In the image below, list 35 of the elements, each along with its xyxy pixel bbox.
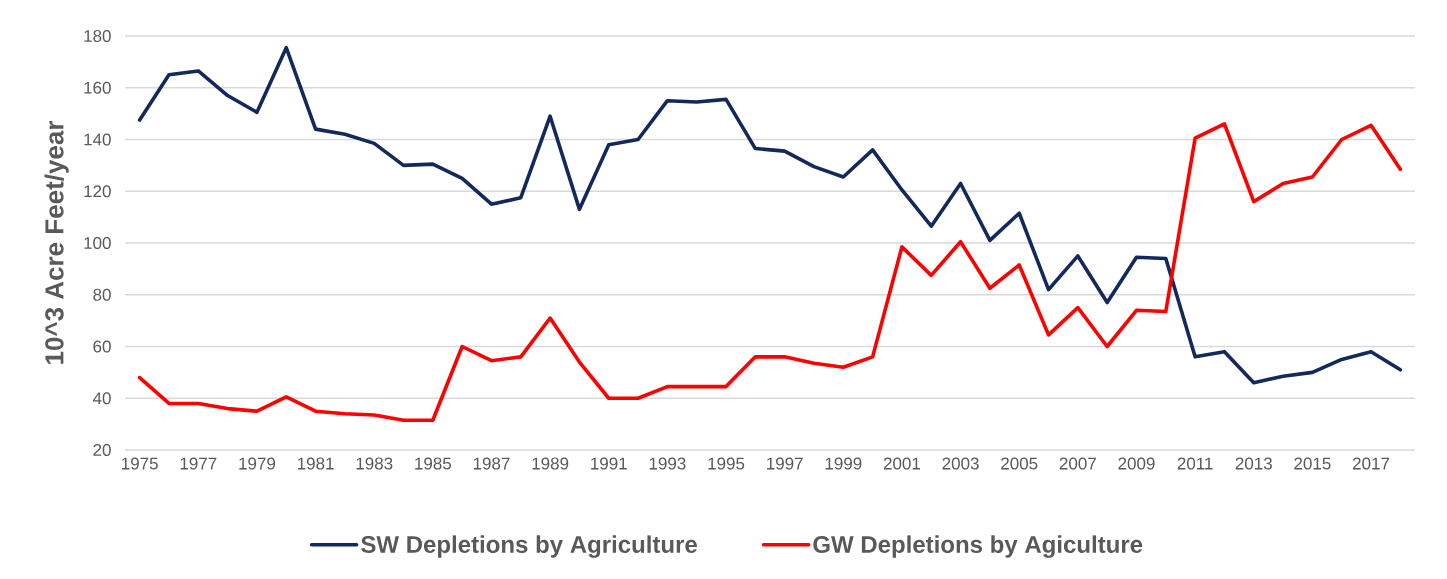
legend-label: SW Depletions by Agriculture	[361, 535, 697, 558]
y-tick-label: 60	[93, 340, 111, 353]
y-tick-label: 140	[84, 133, 111, 146]
y-tick-label: 80	[93, 288, 111, 301]
x-tick-label: 1999	[825, 457, 862, 470]
x-tick-label: 2007	[1059, 457, 1096, 470]
x-tick-label: 1979	[239, 457, 276, 470]
x-tick-label: 1993	[649, 457, 686, 470]
x-tick-label: 1983	[356, 457, 393, 470]
x-tick-label: 1985	[415, 457, 452, 470]
x-tick-label: 2017	[1352, 457, 1390, 470]
y-tick-label: 160	[84, 81, 111, 94]
x-tick-label: 1977	[180, 457, 217, 470]
x-tick-label: 2011	[1177, 457, 1213, 470]
x-tick-label: 1975	[122, 457, 158, 470]
legend-label: GW Depletions by Agiculture	[813, 535, 1143, 558]
line-series	[137, 45, 1403, 385]
y-tick-label: 100	[84, 236, 111, 250]
y-tick-label: 180	[84, 29, 111, 43]
y-tick-label: 40	[92, 392, 111, 405]
x-tick-label: 1989	[532, 457, 569, 470]
x-tick-label: 2001	[883, 457, 921, 470]
x-tick-label: 2015	[1294, 457, 1331, 470]
x-tick-label: 2003	[942, 457, 979, 470]
x-tick-label: 1991	[591, 457, 627, 470]
y-tick-label: 120	[84, 185, 111, 198]
x-tick-label: 2009	[1118, 457, 1155, 470]
y-tick-label: 20	[93, 443, 111, 457]
x-tick-label: 1981	[297, 457, 334, 470]
x-tick-label: 1997	[767, 457, 803, 470]
x-tick-label: 2013	[1235, 457, 1272, 470]
x-tick-label: 1995	[708, 457, 745, 470]
x-tick-label: 2005	[1001, 457, 1038, 470]
x-tick-label: 1987	[473, 457, 510, 470]
y-axis-title: 10^3 Acre Feet/year	[44, 120, 69, 364]
